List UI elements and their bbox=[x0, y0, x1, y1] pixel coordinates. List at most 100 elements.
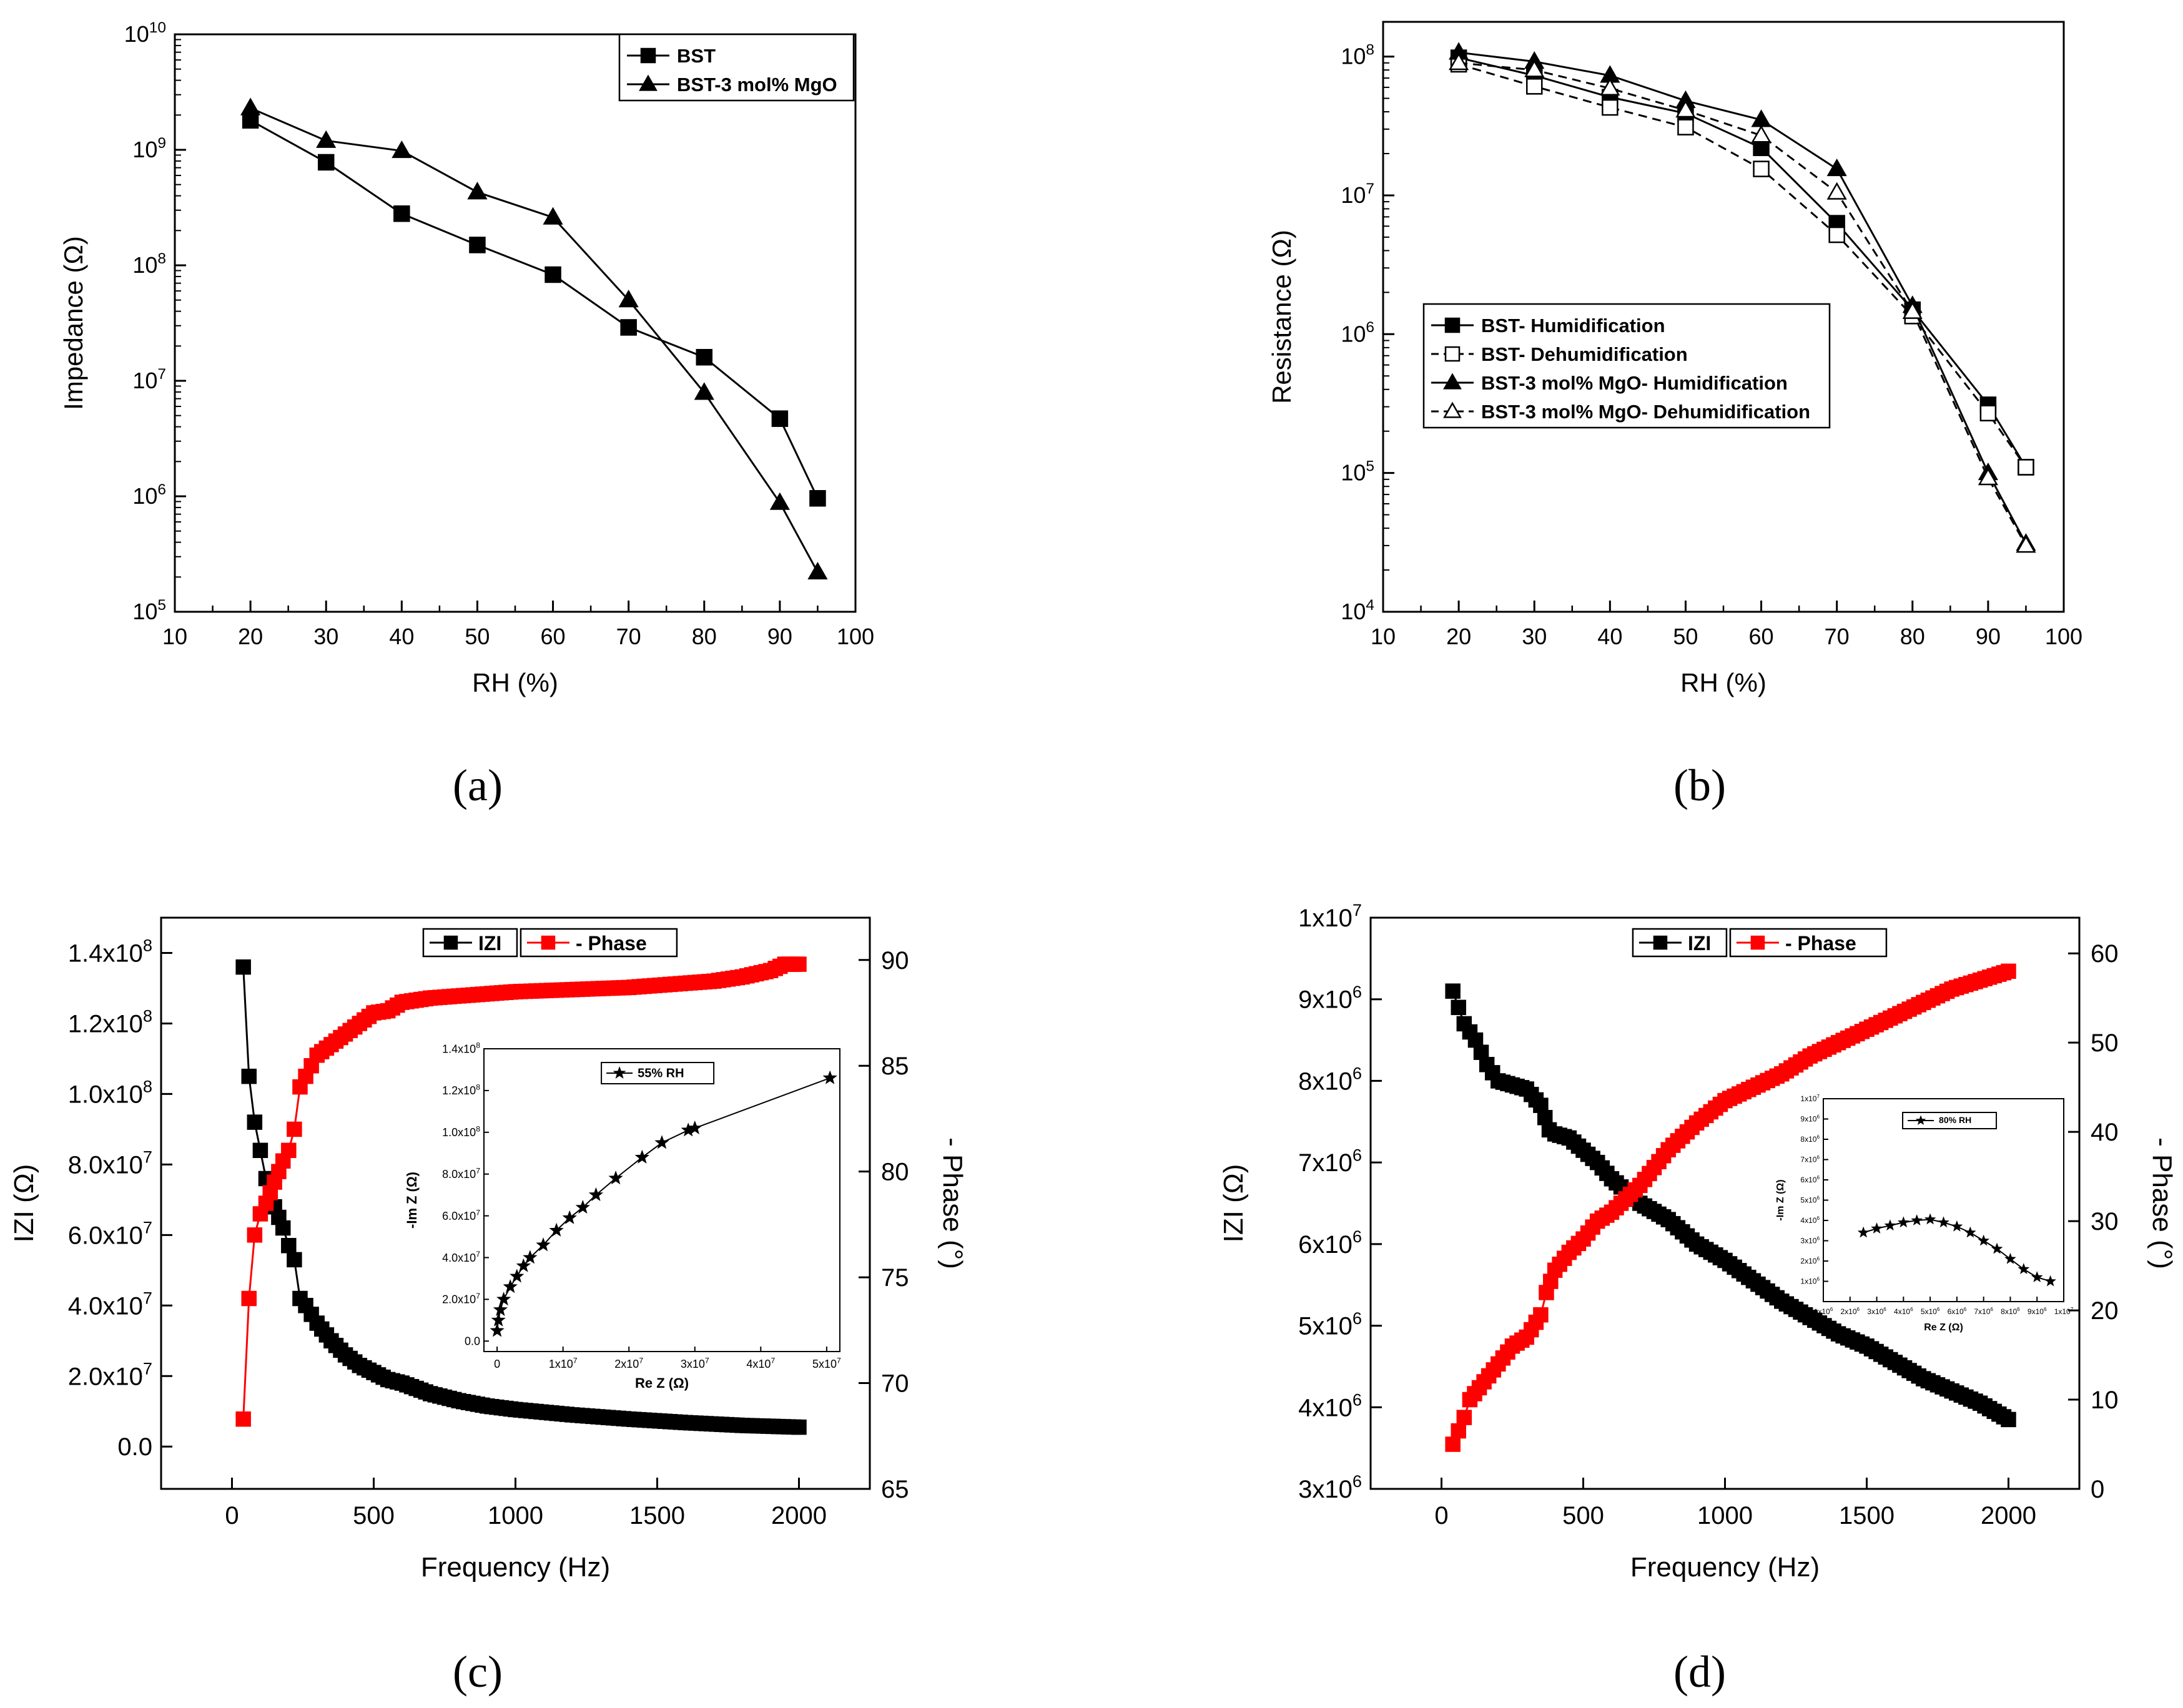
inset-data-point bbox=[536, 1237, 551, 1252]
inset-legend-marker bbox=[613, 1066, 626, 1079]
data-point bbox=[281, 1142, 297, 1159]
x-tick-label: 40 bbox=[389, 624, 414, 649]
data-point bbox=[1445, 983, 1461, 999]
y-tick-label: 1.4x108 bbox=[68, 936, 152, 968]
data-point bbox=[771, 410, 789, 427]
inset-x-tick-label: 0 bbox=[494, 1358, 500, 1370]
data-point bbox=[1675, 100, 1696, 118]
data-point bbox=[1979, 405, 1997, 421]
legend-label: IZI bbox=[478, 932, 501, 955]
data-point bbox=[1751, 125, 1772, 143]
y-tick-label: 1x107 bbox=[1298, 900, 1362, 932]
inset-data-point bbox=[491, 1312, 506, 1327]
y-tick-label: 105 bbox=[132, 597, 166, 624]
data-point bbox=[694, 382, 714, 400]
inset-x-tick-label: 4x106 bbox=[1894, 1307, 1913, 1316]
x-tick-label: 30 bbox=[1522, 624, 1547, 649]
inset-y-tick-label: 4x106 bbox=[1800, 1215, 1820, 1225]
legend-marker bbox=[639, 74, 658, 91]
x-tick-label: 1000 bbox=[1697, 1502, 1753, 1529]
inset-data-point bbox=[1857, 1226, 1870, 1238]
data-point bbox=[1677, 119, 1694, 135]
y-axis-label: IZI (Ω) bbox=[1218, 1164, 1249, 1243]
y-axis-label: Impedance (Ω) bbox=[59, 236, 88, 410]
x-tick-label: 1500 bbox=[1839, 1502, 1895, 1529]
x-tick-label: 0 bbox=[225, 1502, 239, 1529]
y2-tick-label: 30 bbox=[2091, 1208, 2119, 1235]
inset-data-point bbox=[1938, 1216, 1949, 1228]
x-tick-label: 70 bbox=[1825, 624, 1850, 649]
x-axis-label: RH (%) bbox=[472, 668, 558, 697]
data-point bbox=[281, 1238, 297, 1254]
inset-data-point bbox=[2031, 1271, 2043, 1282]
inset-y-label: -Im Z (Ω) bbox=[1775, 1179, 1786, 1220]
y2-tick-label: 70 bbox=[881, 1370, 909, 1398]
data-point bbox=[1826, 182, 1847, 200]
inset-data-point bbox=[2004, 1252, 2016, 1264]
y2-tick-label: 80 bbox=[881, 1159, 909, 1186]
legend-label: BST- Dehumidification bbox=[1481, 343, 1688, 365]
inset-y-tick-label: 3x106 bbox=[1800, 1236, 1820, 1245]
series-line-0 bbox=[250, 119, 819, 499]
x-tick-label: 100 bbox=[2045, 624, 2082, 649]
y2-tick-label: 40 bbox=[2091, 1119, 2119, 1146]
inset-y-label: -Im Z (Ω) bbox=[404, 1172, 420, 1229]
data-point bbox=[2001, 1411, 2016, 1428]
x-tick-label: 0 bbox=[1434, 1502, 1448, 1529]
y2-tick-label: 20 bbox=[2091, 1297, 2119, 1325]
y-tick-label: 9x106 bbox=[1298, 982, 1362, 1014]
data-point bbox=[1456, 1410, 1472, 1425]
legend: BST- Humidification BST- Dehumidification… bbox=[1422, 303, 1831, 429]
inset-y-tick-label: 5x106 bbox=[1800, 1195, 1820, 1205]
inset-data-point bbox=[2044, 1275, 2056, 1287]
legend-marker bbox=[1750, 935, 1765, 950]
inset-data-point bbox=[503, 1279, 518, 1293]
inset-y-tick-label: 6.0x107 bbox=[442, 1208, 480, 1222]
panel-c: 0 500 1000 1500 2000 0.0 2.0x107 4.0x107 6.0x107… bbox=[9, 916, 968, 1583]
y-tick-label: 109 bbox=[132, 135, 166, 162]
inset-y-tick-label: 9x106 bbox=[1800, 1114, 1820, 1124]
panel-label-b: (b) bbox=[1673, 760, 1726, 810]
y-tick-label: 7x106 bbox=[1298, 1145, 1362, 1177]
data-point bbox=[235, 1411, 251, 1427]
data-point bbox=[696, 348, 713, 366]
x-tick-label: 50 bbox=[1673, 624, 1698, 649]
y2-tick-label: 60 bbox=[2091, 940, 2119, 968]
data-point bbox=[241, 1068, 257, 1084]
inset-y-tick-label: 7x106 bbox=[1800, 1155, 1820, 1164]
inset-plot: 0 1x107 2x107 3x107 4x107 5x107 0.0 2.0x107 4.0x… bbox=[404, 1041, 841, 1391]
y-tick-label: 106 bbox=[132, 481, 166, 509]
panel-d: 0 500 1000 1500 20003x1064x1065x1066x1067x10… bbox=[1218, 900, 2177, 1583]
data-point bbox=[247, 1227, 263, 1243]
legend: IZI - Phase bbox=[422, 928, 678, 958]
panel-a: 10 20 30 40 50 60 70 80 90 100 105 106 107 108 109 1010… bbox=[59, 19, 874, 697]
data-point bbox=[2018, 459, 2034, 476]
y2-tick-label: 65 bbox=[881, 1476, 909, 1503]
x-axis-label: Frequency (Hz) bbox=[1630, 1552, 1820, 1583]
legend-marker bbox=[640, 47, 656, 64]
inset-x-tick-label: 7x106 bbox=[1974, 1307, 1993, 1316]
panel-label-c: (c) bbox=[453, 1647, 503, 1697]
inset-x-tick-label: 2x107 bbox=[614, 1356, 643, 1370]
inset-frame bbox=[483, 1048, 840, 1352]
data-point bbox=[791, 956, 807, 972]
legend-marker bbox=[1443, 373, 1462, 390]
legend-label: - Phase bbox=[1785, 932, 1856, 955]
inset-x-label: Re Z (Ω) bbox=[1924, 1322, 1963, 1333]
inset-data-point bbox=[608, 1171, 623, 1185]
y-tick-label: 3x106 bbox=[1298, 1471, 1362, 1503]
inset-data-point bbox=[575, 1199, 590, 1214]
inset-y-tick-label: 1x106 bbox=[1800, 1277, 1820, 1286]
legend-label: BST- Humidification bbox=[1481, 315, 1665, 336]
series-line-3 bbox=[1458, 62, 2027, 546]
inset-x-tick-label: 1x107 bbox=[2054, 1307, 2074, 1316]
inset-y-tick-label: 2.0x107 bbox=[442, 1292, 480, 1306]
inset-legend-label: 55% RH bbox=[638, 1066, 684, 1080]
inset-x-tick-label: 9x106 bbox=[2028, 1307, 2047, 1316]
inset-y-tick-label: 2x106 bbox=[1800, 1256, 1820, 1265]
inset-data-point bbox=[523, 1250, 538, 1264]
panel-label-d: (d) bbox=[1673, 1647, 1726, 1697]
inset-data-point bbox=[1871, 1222, 1883, 1234]
legend-marker bbox=[1653, 935, 1668, 950]
data-point bbox=[1451, 999, 1466, 1016]
